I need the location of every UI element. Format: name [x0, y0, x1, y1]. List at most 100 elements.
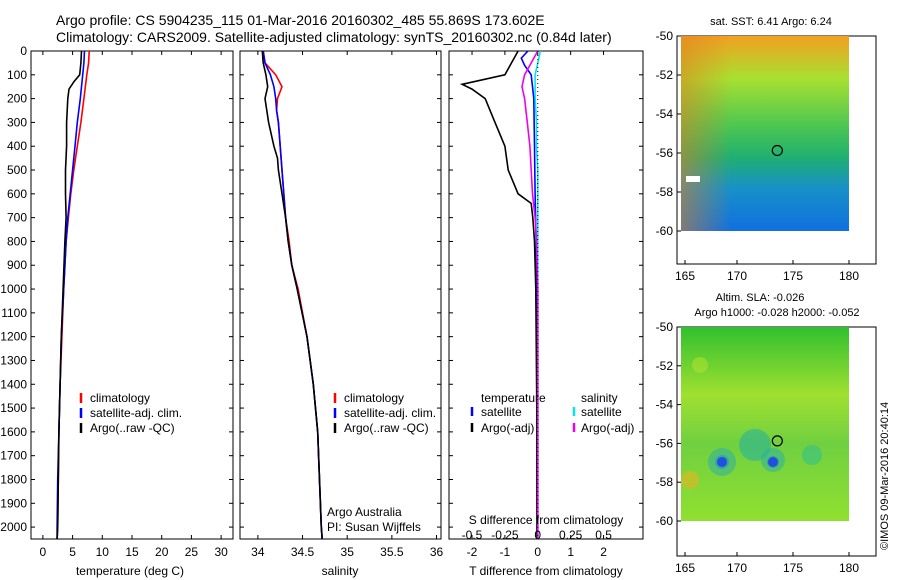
x-tick-label: 0	[40, 545, 47, 559]
x-tick-label: 35	[341, 545, 355, 559]
x-tick-label: 15	[125, 545, 139, 559]
series-line-satellite-adj-clim-	[262, 50, 323, 540]
sla-field	[681, 327, 849, 521]
series-line-climatology	[262, 50, 323, 540]
x-tick-label: 20	[155, 545, 169, 559]
x-tick-label: 0	[534, 545, 541, 559]
series-line-climatology	[56, 50, 90, 540]
depth-tick-label: 1100	[1, 306, 27, 320]
depth-tick-label: 400	[7, 139, 27, 153]
x-tick-label: 2	[600, 545, 607, 559]
x-tick-label: -1	[500, 545, 511, 559]
series-line-temperature-argo-adj-	[459, 50, 538, 540]
annotation-argo-australia: Argo Australia	[327, 505, 402, 519]
argo-location-marker	[771, 144, 783, 157]
depth-tick-label: 1900	[0, 496, 27, 510]
map-x-tick-label: 175	[783, 561, 803, 575]
legend-entry: satellite	[581, 405, 622, 419]
x-axis-label: salinity	[322, 564, 359, 578]
x-axis-label: temperature (deg C)	[76, 564, 184, 578]
x-axis-label: T difference from climatology	[469, 564, 623, 578]
map-y-tick-label: -54	[656, 107, 674, 121]
map-sla-title: Altim. SLA: -0.026	[716, 292, 805, 304]
map-panel-2: 165 170 175 180 -50 -52 -54 -56 -58 -60	[656, 320, 877, 575]
legend-entry: Argo(-adj)	[481, 421, 534, 435]
x-tick-label: -2	[467, 545, 478, 559]
depth-tick-label: 1700	[0, 449, 27, 463]
series-line-argo-raw-qc-	[261, 50, 323, 540]
legend-temperature-title: temperature	[481, 391, 546, 405]
sla-anomaly	[802, 445, 822, 465]
legend-salinity-title: salinity	[581, 391, 618, 405]
x-tick-label: 34	[251, 545, 265, 559]
plot-frame	[30, 50, 234, 540]
map-y-tick-label: -52	[656, 359, 674, 373]
top-tick-label: 0.5	[595, 528, 612, 542]
depth-tick-label: 200	[7, 92, 27, 106]
map-y-tick-label: -58	[656, 475, 674, 489]
map-y-tick-label: -56	[656, 436, 674, 450]
map-x-tick-label: 180	[839, 269, 859, 283]
series-line-temperature-satellite	[520, 50, 538, 539]
sla-anomaly-core	[717, 457, 727, 467]
profile-panel-3: -2 -1 0 1 2 T difference from climatology S di…	[448, 50, 644, 578]
legend-entry: climatology	[344, 391, 404, 405]
depth-tick-label: 900	[7, 258, 27, 272]
map-panel-1: 165 170 175 180 -50 -52 -54 -56 -58 -60	[656, 29, 877, 283]
x-tick-label: 10	[96, 545, 110, 559]
map-y-tick-label: -50	[656, 29, 674, 43]
map-y-tick-label: -52	[656, 68, 674, 82]
top-axis-label: S difference from climatology	[469, 513, 624, 527]
profile-panels: 0100200300400500600700800900100011001200…	[0, 44, 644, 578]
map-x-tick-label: 165	[675, 269, 695, 283]
map-y-tick-label: -60	[656, 514, 674, 528]
top-tick-label: 0	[534, 528, 541, 542]
missing-data-patch	[686, 176, 700, 182]
legend-entry: satellite-adj. clim.	[344, 406, 436, 420]
legend-entry: Argo(-adj)	[581, 421, 634, 435]
map-y-tick-label: -50	[656, 320, 674, 334]
map-y-tick-label: -60	[656, 224, 674, 238]
depth-tick-label: 300	[7, 115, 27, 129]
annotation-pi: PI: Susan Wijffels	[327, 520, 421, 534]
profile-panel-1: 0100200300400500600700800900100011001200…	[0, 44, 234, 578]
argo-location-marker	[771, 435, 783, 447]
plot-frame	[239, 50, 442, 540]
top-tick-label: 0.25	[559, 528, 583, 542]
legend-entry: Argo(..raw -QC)	[344, 421, 429, 435]
legend-entry: climatology	[90, 391, 150, 405]
depth-tick-label: 800	[7, 234, 27, 248]
depth-tick-label: 1300	[0, 353, 27, 367]
map-x-tick-label: 170	[727, 561, 747, 575]
sla-anomaly-core	[768, 457, 778, 467]
map-y-tick-label: -54	[656, 398, 674, 412]
depth-tick-label: 1000	[0, 282, 27, 296]
map-sst-title: sat. SST: 6.41 Argo: 6.24	[710, 16, 832, 28]
map-x-tick-label: 175	[783, 269, 803, 283]
depth-tick-label: 1400	[0, 377, 27, 391]
map-sla-subtitle: Argo h1000: -0.028 h2000: -0.052	[694, 307, 859, 319]
depth-tick-label: 2000	[0, 520, 27, 534]
top-tick-label: -0.25	[491, 528, 519, 542]
title-line-1: Argo profile: CS 5904235_115 01-Mar-2016…	[56, 12, 545, 28]
depth-tick-label: 100	[7, 68, 27, 82]
depth-tick-label: 600	[7, 187, 27, 201]
legend-entry: satellite	[481, 405, 522, 419]
map-x-tick-label: 170	[727, 269, 747, 283]
x-tick-label: 30	[214, 545, 228, 559]
legend-entry: satellite-adj. clim.	[90, 406, 182, 420]
depth-tick-label: 0	[20, 44, 27, 58]
x-tick-label: 5	[69, 545, 76, 559]
depth-tick-label: 700	[7, 211, 27, 225]
sst-field-shade	[681, 36, 849, 231]
depth-tick-label: 500	[7, 163, 27, 177]
x-tick-label: 36	[430, 545, 444, 559]
sla-anomaly	[692, 357, 708, 373]
map-y-tick-label: -56	[656, 146, 674, 160]
depth-tick-label: 1800	[0, 472, 27, 486]
top-tick-label: -0.5	[462, 528, 483, 542]
depth-tick-label: 1600	[0, 425, 27, 439]
title-line-2: Climatology: CARS2009. Satellite-adjuste…	[56, 29, 612, 45]
